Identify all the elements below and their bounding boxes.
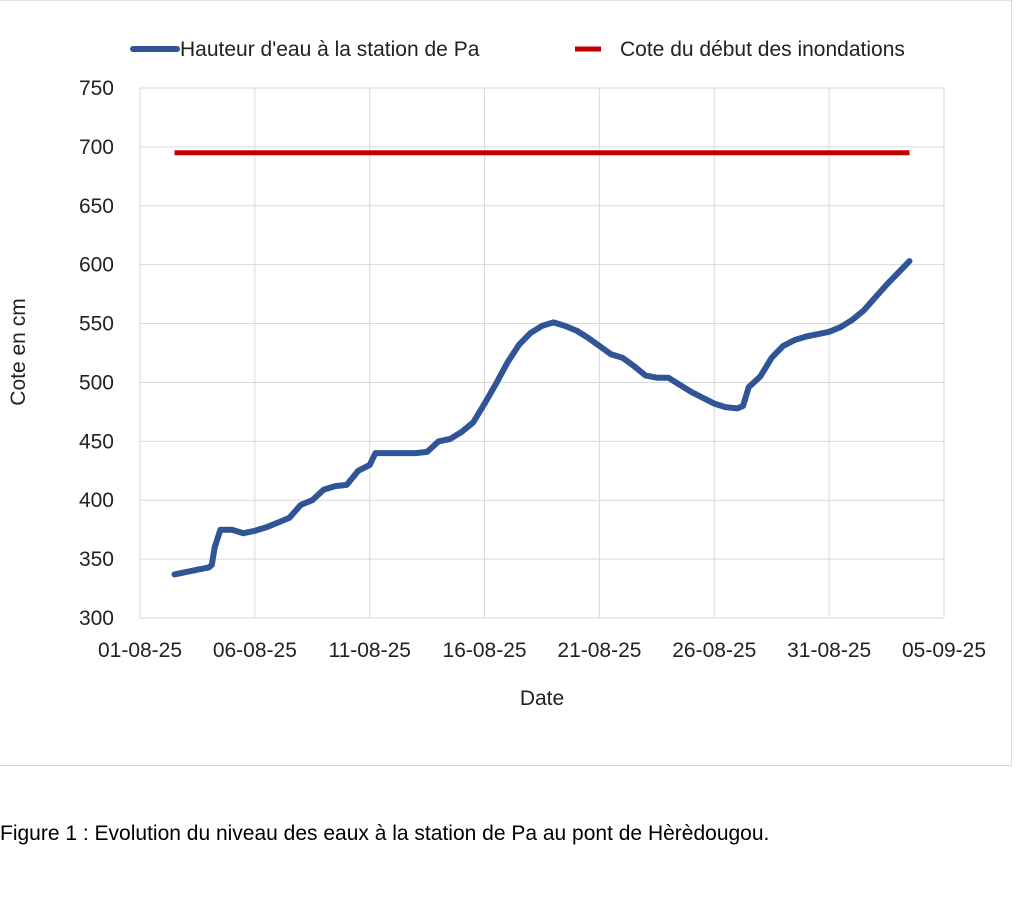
x-tick-label: 01-08-25 — [98, 639, 182, 662]
x-tick-label: 31-08-25 — [787, 639, 871, 662]
y-tick-label: 600 — [79, 254, 114, 277]
x-tick-label: 06-08-25 — [213, 639, 297, 662]
y-tick-label: 700 — [79, 136, 114, 159]
legend: Hauteur d'eau à la station de Pa Cote du… — [130, 38, 905, 61]
y-tick-label: 400 — [79, 489, 114, 512]
x-tick-label: 05-09-25 — [902, 639, 986, 662]
series-line-water-level — [171, 258, 913, 578]
y-tick-label: 650 — [79, 195, 114, 218]
y-tick-label: 500 — [79, 371, 114, 394]
y-axis-title: Cote en cm — [7, 298, 30, 405]
y-tick-label: 300 — [79, 607, 114, 630]
x-tick-label: 21-08-25 — [557, 639, 641, 662]
figure-caption: Figure 1 : Evolution du niveau des eaux … — [0, 822, 770, 845]
axes: 300 350 400 450 500 550 600 650 700 750 01-08-25 06… — [79, 77, 986, 662]
series-lines — [171, 150, 913, 578]
x-tick-label: 11-08-25 — [328, 639, 411, 662]
line-chart: 300 350 400 450 500 550 600 650 700 750 01-08-25 06… — [7, 38, 986, 710]
y-tick-label: 750 — [79, 77, 114, 100]
x-tick-label: 16-08-25 — [443, 639, 527, 662]
chart-frame — [0, 0, 1012, 766]
x-tick-label: 26-08-25 — [672, 639, 756, 662]
legend-label-flood-threshold: Cote du début des inondations — [620, 38, 905, 61]
y-tick-label: 550 — [79, 313, 114, 336]
x-axis-title: Date — [520, 687, 564, 710]
grid-lines — [139, 87, 945, 619]
y-tick-label: 450 — [79, 430, 114, 453]
legend-label-water-level: Hauteur d'eau à la station de Pa — [180, 38, 480, 61]
y-tick-label: 350 — [79, 548, 114, 571]
